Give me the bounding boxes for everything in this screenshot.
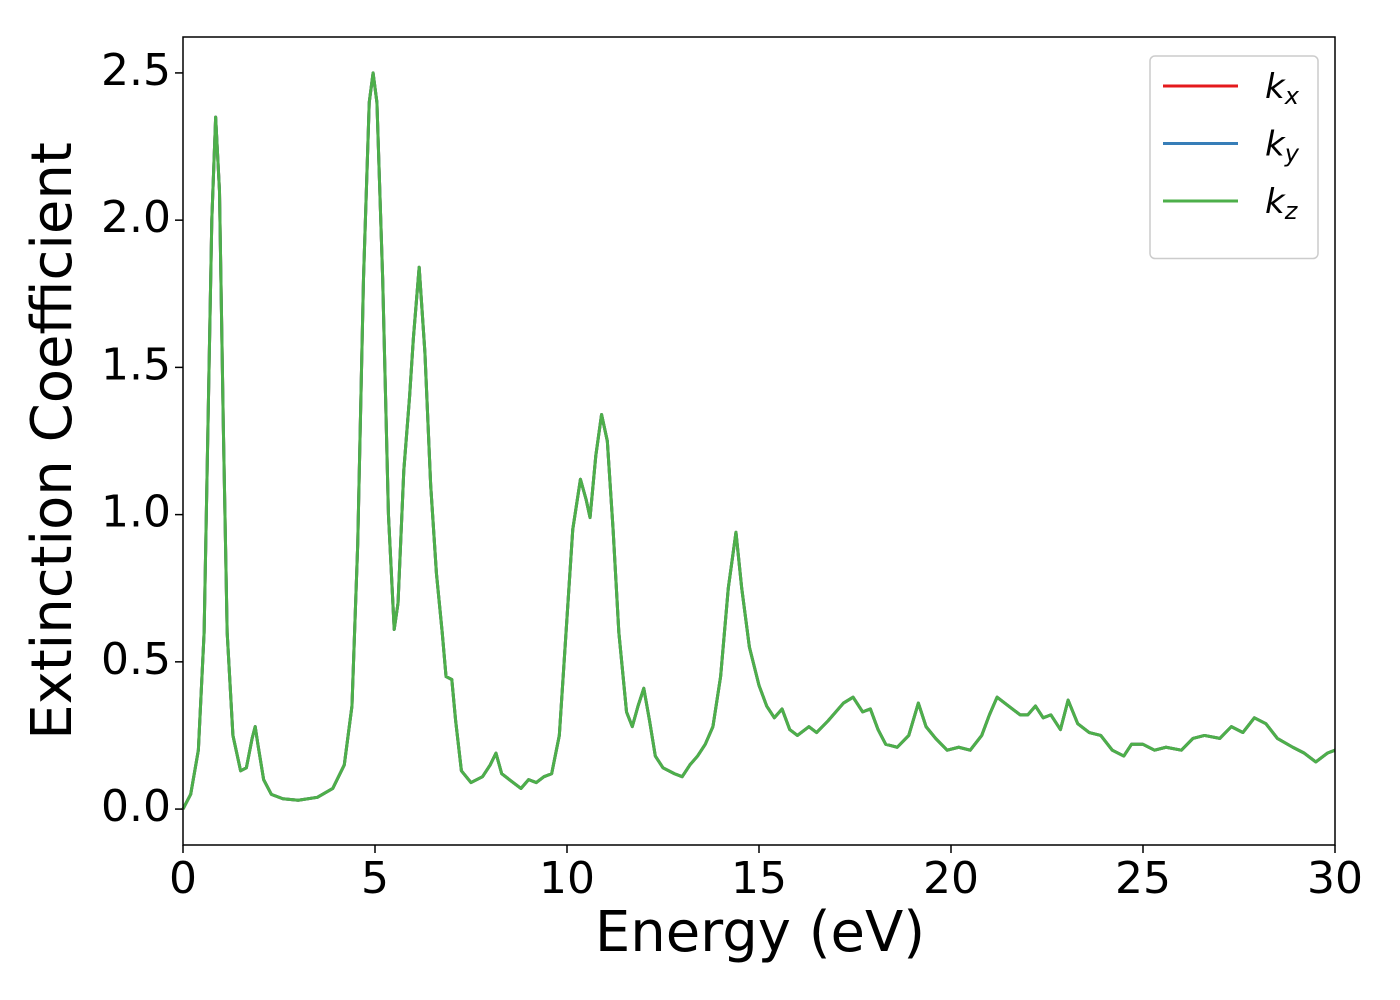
y-tick-label: 2.5 xyxy=(101,45,171,96)
x-tick-label: 30 xyxy=(1307,853,1363,904)
y-tick-label: 0.5 xyxy=(101,634,171,685)
y-tick-label: 0.0 xyxy=(101,781,171,832)
x-tick-label: 20 xyxy=(923,853,979,904)
legend-label: kx xyxy=(1265,67,1300,111)
plot-frame xyxy=(182,36,1336,846)
y-tick-label: 1.5 xyxy=(101,339,171,390)
x-tick-label: 10 xyxy=(539,853,595,904)
x-tick-label: 25 xyxy=(1115,853,1171,904)
x-axis-label: Energy (eV) xyxy=(595,900,925,965)
x-tick-label: 15 xyxy=(731,853,787,904)
legend-label: kz xyxy=(1265,182,1299,226)
y-axis-label: Extinction Coefficient xyxy=(20,142,85,740)
data-line xyxy=(181,71,1336,810)
x-tick-label: 0 xyxy=(169,853,197,904)
y-tick-label: 2.0 xyxy=(101,192,171,243)
legend-box xyxy=(1149,55,1319,260)
legend-label: ky xyxy=(1265,124,1300,168)
x-tick-label: 5 xyxy=(361,853,389,904)
y-tick-label: 1.0 xyxy=(101,487,171,538)
